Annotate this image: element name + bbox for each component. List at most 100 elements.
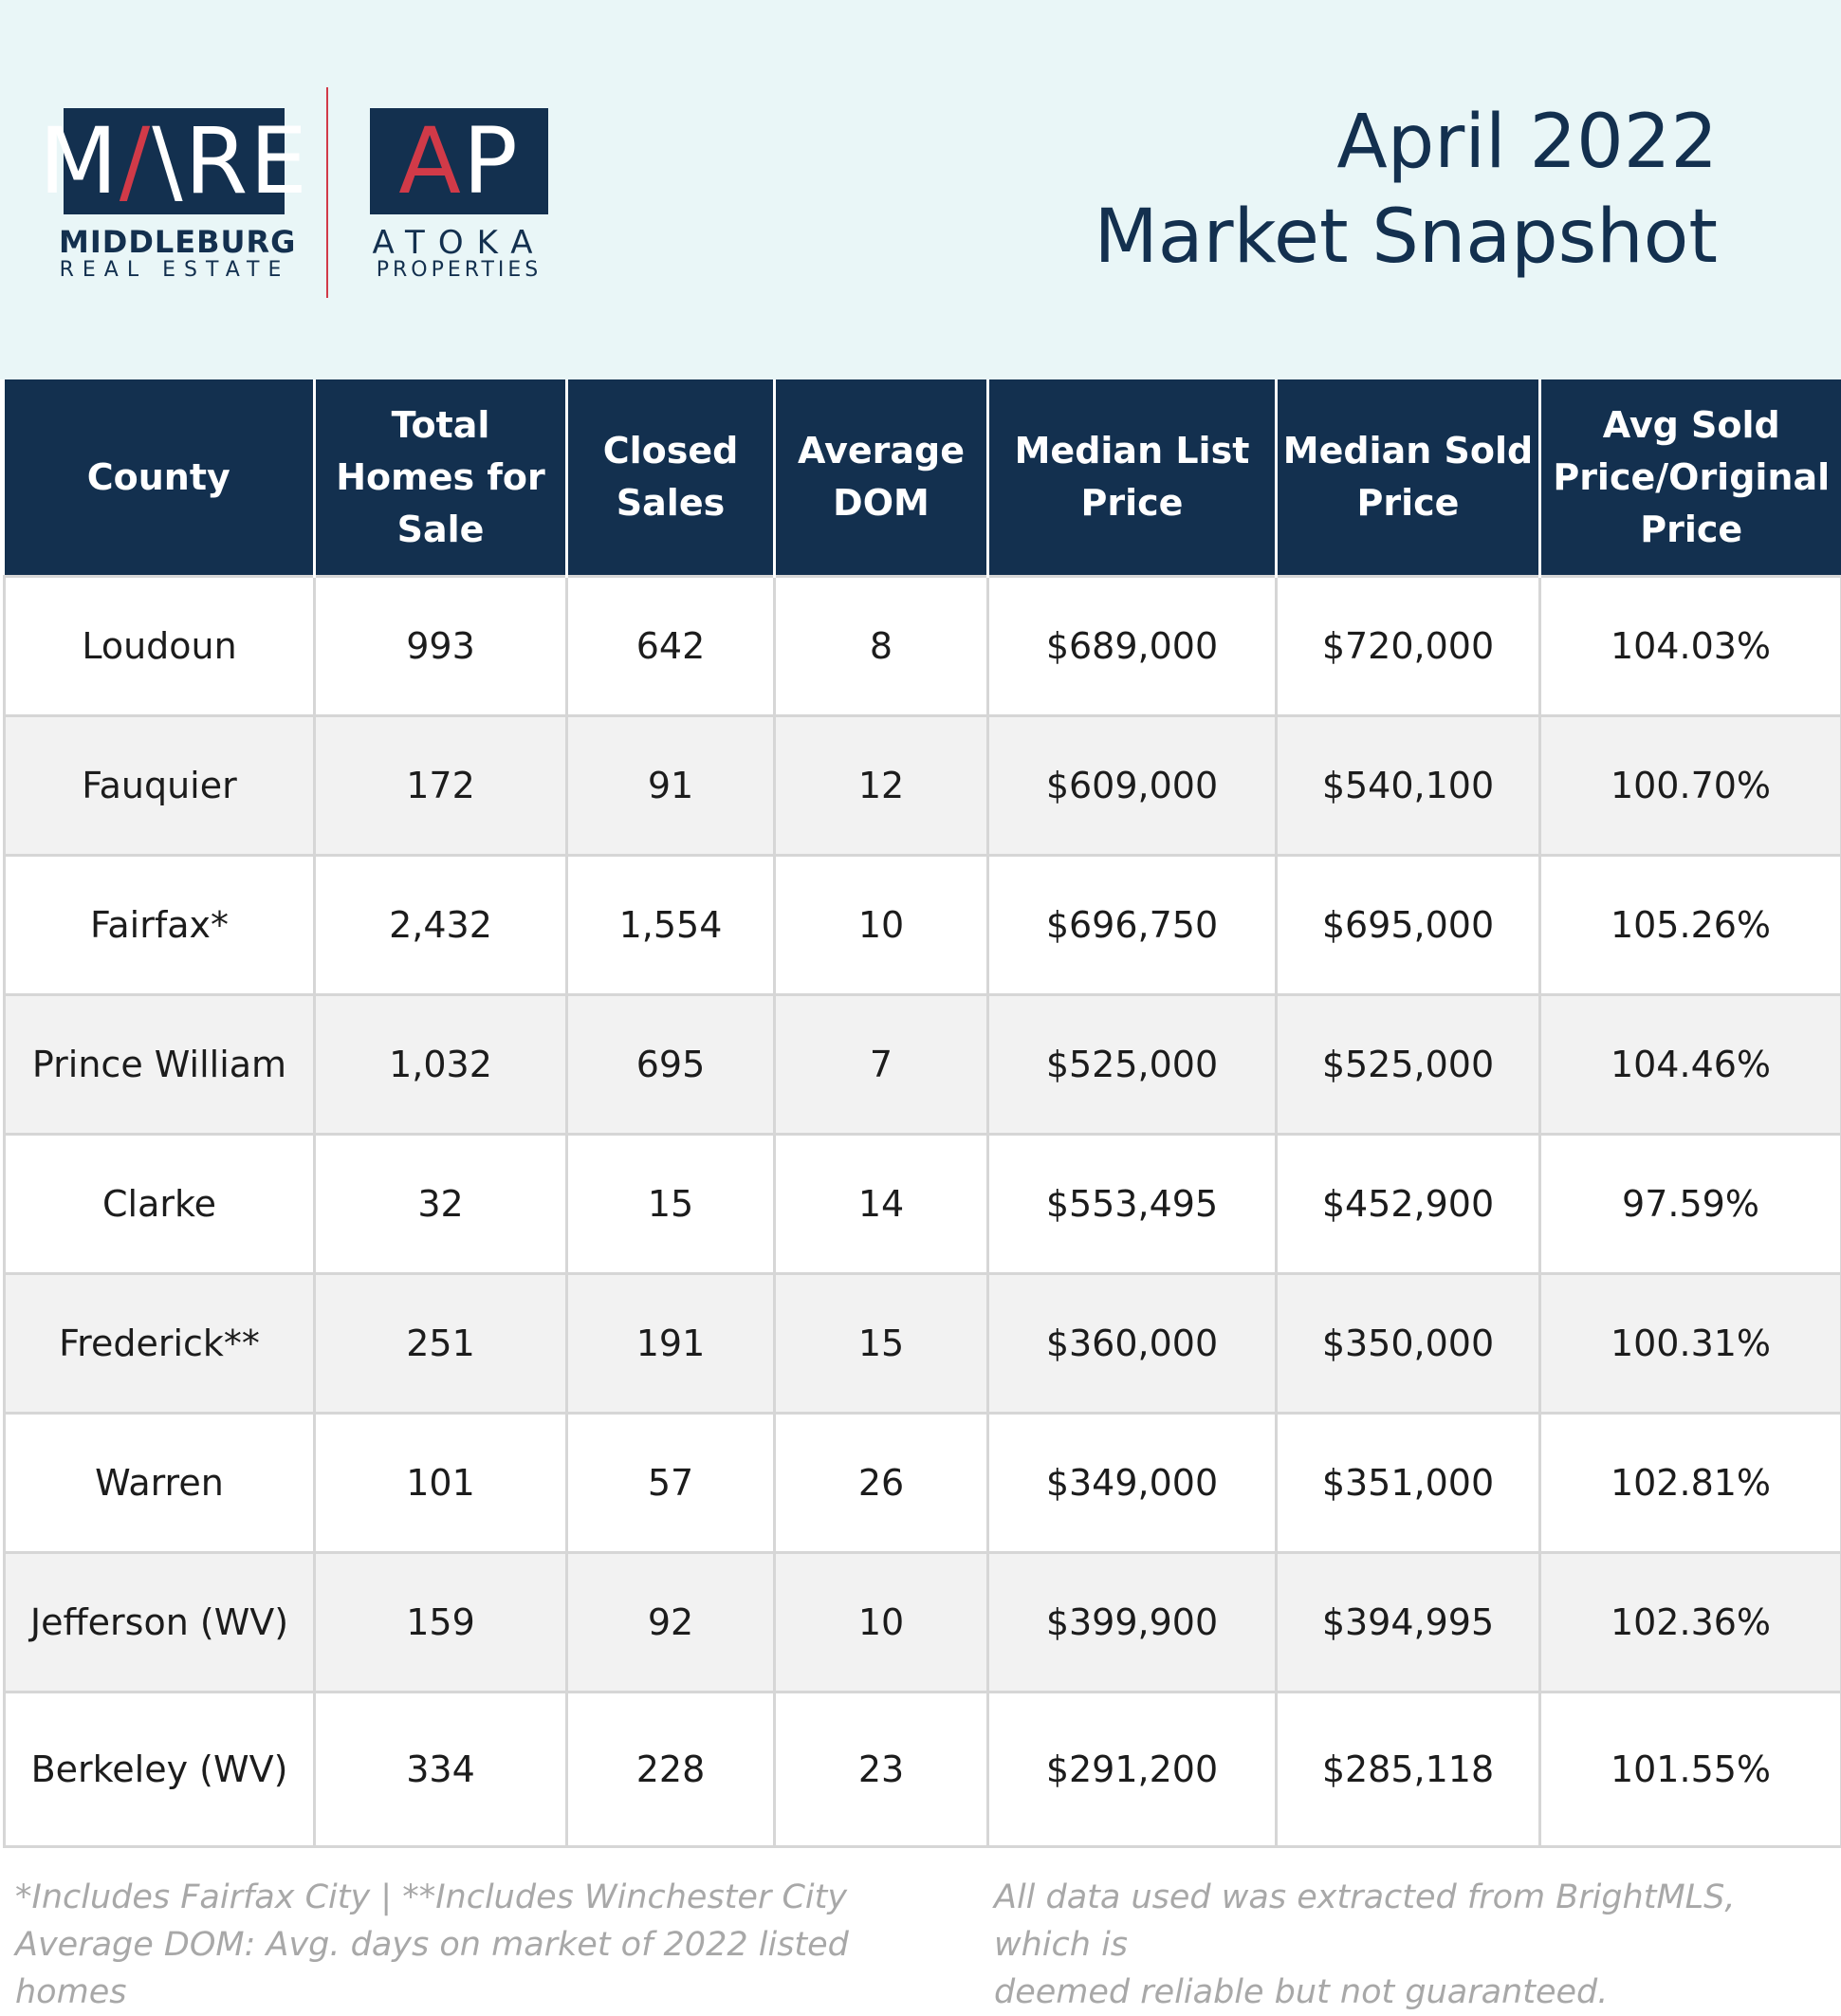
- column-header: County: [5, 379, 315, 577]
- county-cell: Fauquier: [5, 716, 315, 856]
- table-cell: 14: [775, 1135, 988, 1274]
- county-cell: Prince William: [5, 995, 315, 1135]
- table-row: Loudoun 993 642 8 $689,000 $720,000 104.…: [5, 577, 1841, 716]
- ap-brand-subname: PROPERTIES: [366, 258, 552, 282]
- table-cell: $399,900: [988, 1553, 1277, 1692]
- column-header: Median Sold Price: [1277, 379, 1540, 577]
- footnote-right: All data used was extracted from BrightM…: [994, 1874, 1829, 2016]
- column-header: Avg Sold Price/Original Price: [1540, 379, 1841, 577]
- table-row: Clarke 32 15 14 $553,495 $452,900 97.59%: [5, 1135, 1841, 1274]
- county-cell: Clarke: [5, 1135, 315, 1274]
- table-cell: 695: [567, 995, 775, 1135]
- table-cell: $696,750: [988, 856, 1277, 995]
- page-title: April 2022 Market Snapshot: [1094, 95, 1718, 285]
- footnote-includes: *Includes Fairfax City | **Includes Winc…: [15, 1874, 964, 1921]
- table-cell: 159: [315, 1553, 567, 1692]
- table-cell: 642: [567, 577, 775, 716]
- table-cell: $350,000: [1277, 1274, 1540, 1414]
- table-cell: 334: [315, 1692, 567, 1847]
- table-cell: $349,000: [988, 1414, 1277, 1553]
- table-cell: 10: [775, 1553, 988, 1692]
- ap-logo-p: P: [463, 108, 520, 214]
- table-cell: 104.46%: [1540, 995, 1841, 1135]
- table-cell: $291,200: [988, 1692, 1277, 1847]
- county-cell: Fairfax*: [5, 856, 315, 995]
- table-cell: 91: [567, 716, 775, 856]
- title-month: April 2022: [1094, 95, 1718, 190]
- column-header: Median List Price: [988, 379, 1277, 577]
- county-cell: Loudoun: [5, 577, 315, 716]
- table-cell: $609,000: [988, 716, 1277, 856]
- mre-logo-text-b: \RE: [152, 108, 309, 214]
- table-cell: 251: [315, 1274, 567, 1414]
- footnote-source: All data used was extracted from BrightM…: [994, 1874, 1829, 1969]
- table-cell: 15: [775, 1274, 988, 1414]
- table-cell: 92: [567, 1553, 775, 1692]
- mre-brand-subname: REAL ESTATE: [59, 258, 290, 282]
- county-cell: Berkeley (WV): [5, 1692, 315, 1847]
- table-cell: 102.36%: [1540, 1553, 1841, 1692]
- column-header: Total Homes for Sale: [315, 379, 567, 577]
- table-cell: $540,100: [1277, 716, 1540, 856]
- table-cell: 23: [775, 1692, 988, 1847]
- table-cell: 1,554: [567, 856, 775, 995]
- ap-logo-a: A: [398, 108, 463, 214]
- table-cell: 172: [315, 716, 567, 856]
- table-cell: 15: [567, 1135, 775, 1274]
- table-cell: 97.59%: [1540, 1135, 1841, 1274]
- footnote-disclaimer: deemed reliable but not guaranteed.: [994, 1969, 1829, 2016]
- table-cell: 12: [775, 716, 988, 856]
- table-cell: 8: [775, 577, 988, 716]
- table-cell: 104.03%: [1540, 577, 1841, 716]
- ap-brand-name: ATOKA: [366, 224, 552, 262]
- county-cell: Jefferson (WV): [5, 1553, 315, 1692]
- logo-divider: [326, 87, 328, 298]
- column-header: Average DOM: [775, 379, 988, 577]
- table-cell: 100.31%: [1540, 1274, 1841, 1414]
- table-row: Prince William 1,032 695 7 $525,000 $525…: [5, 995, 1841, 1135]
- table-cell: $695,000: [1277, 856, 1540, 995]
- table-header-row: County Total Homes for Sale Closed Sales…: [5, 379, 1841, 577]
- table-cell: 26: [775, 1414, 988, 1553]
- table-cell: 100.70%: [1540, 716, 1841, 856]
- table-cell: 1,032: [315, 995, 567, 1135]
- table-row: Warren 101 57 26 $349,000 $351,000 102.8…: [5, 1414, 1841, 1553]
- table-cell: $360,000: [988, 1274, 1277, 1414]
- mre-logo-text: M: [39, 108, 120, 214]
- footnote-left: *Includes Fairfax City | **Includes Winc…: [15, 1874, 964, 2016]
- table-cell: 57: [567, 1414, 775, 1553]
- table-row: Fauquier 172 91 12 $609,000 $540,100 100…: [5, 716, 1841, 856]
- mre-logo-accent: /: [120, 108, 152, 214]
- table-row: Fairfax* 2,432 1,554 10 $696,750 $695,00…: [5, 856, 1841, 995]
- table-cell: $720,000: [1277, 577, 1540, 716]
- table-cell: 993: [315, 577, 567, 716]
- table-cell: 102.81%: [1540, 1414, 1841, 1553]
- footnote-dom-definition: Average DOM: Avg. days on market of 2022…: [15, 1921, 964, 2016]
- table-cell: $452,900: [1277, 1135, 1540, 1274]
- table-cell: 10: [775, 856, 988, 995]
- table-cell: 32: [315, 1135, 567, 1274]
- table-cell: 101: [315, 1414, 567, 1553]
- table-cell: 2,432: [315, 856, 567, 995]
- county-cell: Warren: [5, 1414, 315, 1553]
- table-cell: 7: [775, 995, 988, 1135]
- table-cell: $689,000: [988, 577, 1277, 716]
- table-cell: $351,000: [1277, 1414, 1540, 1553]
- table-cell: $553,495: [988, 1135, 1277, 1274]
- table-cell: 191: [567, 1274, 775, 1414]
- mre-logo: M/\RE: [64, 108, 285, 214]
- table-row: Berkeley (WV) 334 228 23 $291,200 $285,1…: [5, 1692, 1841, 1847]
- table-cell: 228: [567, 1692, 775, 1847]
- county-cell: Frederick**: [5, 1274, 315, 1414]
- table-cell: $285,118: [1277, 1692, 1540, 1847]
- mre-brand-name: MIDDLEBURG: [59, 224, 290, 260]
- table-cell: $394,995: [1277, 1553, 1540, 1692]
- table-row: Frederick** 251 191 15 $360,000 $350,000…: [5, 1274, 1841, 1414]
- column-header: Closed Sales: [567, 379, 775, 577]
- table-row: Jefferson (WV) 159 92 10 $399,900 $394,9…: [5, 1553, 1841, 1692]
- table-cell: 101.55%: [1540, 1692, 1841, 1847]
- table-cell: 105.26%: [1540, 856, 1841, 995]
- table-cell: $525,000: [988, 995, 1277, 1135]
